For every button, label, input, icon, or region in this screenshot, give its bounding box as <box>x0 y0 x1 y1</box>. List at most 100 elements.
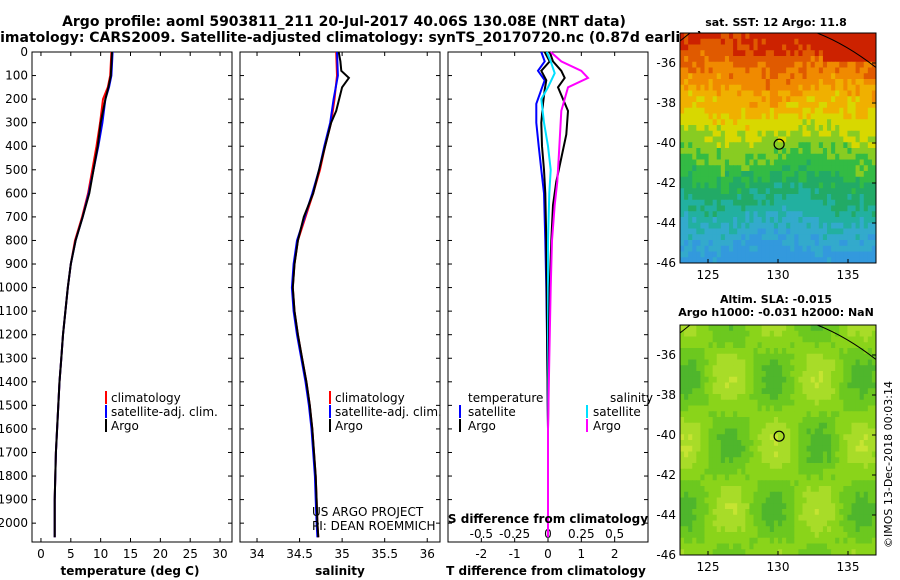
map-cell <box>843 325 849 332</box>
map-cell <box>782 79 787 86</box>
map-cell <box>843 182 849 189</box>
map-cell <box>688 194 693 201</box>
map-cell <box>859 61 865 69</box>
map-cell <box>871 194 876 201</box>
map-cell <box>790 50 795 57</box>
map-cell <box>708 451 714 458</box>
map-cell <box>810 251 816 258</box>
map-cell <box>855 171 861 178</box>
map-cell <box>810 491 816 499</box>
map-cell <box>749 61 755 69</box>
map-cell <box>773 422 779 430</box>
map-cell <box>831 194 836 201</box>
map-cell <box>794 228 800 235</box>
map-cell <box>827 503 832 510</box>
map-cell <box>741 491 746 499</box>
map-cell <box>839 348 844 355</box>
map-cell <box>692 188 697 195</box>
map-cell <box>835 119 840 126</box>
map-cell <box>761 159 767 166</box>
map-cell <box>765 165 771 172</box>
map-cell <box>843 148 849 155</box>
map-cell <box>863 113 869 120</box>
map-cell <box>692 543 697 550</box>
map-cell <box>806 526 812 533</box>
map-cell <box>798 359 804 366</box>
map-cell <box>720 165 726 172</box>
map-cell <box>867 411 873 418</box>
map-cell <box>814 497 820 504</box>
map-cell <box>851 194 857 201</box>
map-cell <box>708 50 714 57</box>
map-cell <box>716 188 722 195</box>
map-cell <box>684 399 689 407</box>
map-cell <box>757 84 763 92</box>
map-cell <box>761 520 767 527</box>
map-cell <box>818 463 824 470</box>
map-cell <box>847 405 853 412</box>
map-cell <box>818 394 824 401</box>
map-cell <box>786 336 791 343</box>
map-cell <box>847 79 853 86</box>
map-cell <box>798 165 804 172</box>
map-cell <box>806 222 812 230</box>
map-cell <box>716 107 722 115</box>
map-cell <box>729 353 734 361</box>
map-cell <box>761 509 767 516</box>
map-cell <box>688 222 693 230</box>
map-cell <box>839 342 844 349</box>
map-cell <box>704 159 710 166</box>
map-cell <box>782 503 787 510</box>
map-field <box>680 33 876 263</box>
map-cell <box>818 84 824 92</box>
map-cell <box>712 491 718 499</box>
map-cell <box>704 480 710 487</box>
map-cell <box>688 153 693 161</box>
map-cell <box>708 537 714 545</box>
map-cell <box>810 107 816 115</box>
map-cell <box>741 113 746 120</box>
map-cell <box>753 79 759 86</box>
map-cell <box>871 119 876 126</box>
map-cell <box>700 130 706 138</box>
map-cell <box>786 491 791 499</box>
map-cell <box>741 102 746 109</box>
map-cell <box>794 365 800 372</box>
map-cell <box>688 445 693 453</box>
map-cell <box>753 330 759 338</box>
map-cell <box>806 382 812 389</box>
map-cell <box>733 399 738 407</box>
map-cell <box>778 211 783 218</box>
map-cell <box>782 119 787 126</box>
map-cell <box>737 222 742 230</box>
map-cell <box>806 61 812 69</box>
map-cell <box>855 245 861 253</box>
map-cell <box>700 325 706 332</box>
map-cell <box>831 480 836 487</box>
map-cell <box>835 434 840 441</box>
map-cell <box>700 79 706 86</box>
map-cell <box>765 148 771 155</box>
map-cell <box>818 240 824 247</box>
map-cell <box>745 50 751 57</box>
map-cell <box>680 434 685 441</box>
map-cell <box>847 251 853 258</box>
map-cell <box>831 257 836 263</box>
map-cell <box>855 422 861 430</box>
map-cell <box>761 348 767 355</box>
map-cell <box>769 503 775 510</box>
map-cell <box>720 434 726 441</box>
map-cell <box>700 486 706 493</box>
map-cell <box>720 514 726 522</box>
map-cell <box>835 79 840 86</box>
map-cell <box>737 142 742 149</box>
map-cell <box>733 142 738 149</box>
map-cell <box>716 228 722 235</box>
map-cell <box>708 228 714 235</box>
map-cell <box>684 188 689 195</box>
map-cell <box>814 125 820 132</box>
map-cell <box>708 245 714 253</box>
map-cell <box>765 84 771 92</box>
map-cell <box>827 194 832 201</box>
map-cell <box>778 159 783 166</box>
